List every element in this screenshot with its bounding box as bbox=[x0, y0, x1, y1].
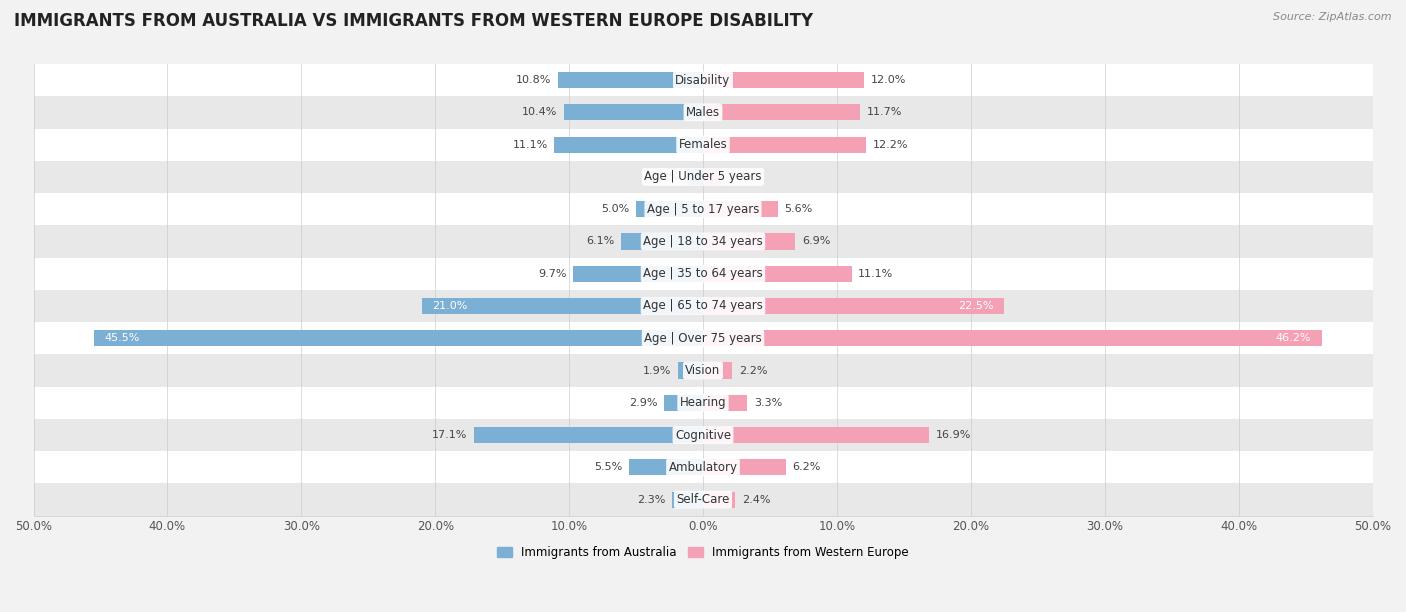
Text: Hearing: Hearing bbox=[679, 397, 727, 409]
Text: Cognitive: Cognitive bbox=[675, 428, 731, 442]
Bar bbox=[703, 266, 852, 282]
Bar bbox=[703, 136, 866, 153]
Text: Ambulatory: Ambulatory bbox=[668, 461, 738, 474]
Text: 12.2%: 12.2% bbox=[873, 140, 908, 150]
Bar bbox=[703, 233, 796, 250]
Legend: Immigrants from Australia, Immigrants from Western Europe: Immigrants from Australia, Immigrants fr… bbox=[492, 542, 914, 564]
Text: Vision: Vision bbox=[685, 364, 721, 377]
Bar bbox=[554, 136, 703, 153]
Bar bbox=[34, 419, 1372, 451]
Text: 6.9%: 6.9% bbox=[801, 236, 831, 247]
Text: 1.2%: 1.2% bbox=[652, 172, 681, 182]
Bar bbox=[474, 427, 703, 443]
Bar bbox=[34, 225, 1372, 258]
Text: 2.2%: 2.2% bbox=[740, 365, 768, 376]
Bar bbox=[703, 169, 721, 185]
Bar bbox=[621, 233, 703, 250]
Text: 16.9%: 16.9% bbox=[936, 430, 972, 440]
Bar bbox=[703, 330, 1322, 346]
Bar bbox=[34, 290, 1372, 322]
Text: 46.2%: 46.2% bbox=[1275, 334, 1310, 343]
Bar bbox=[94, 330, 703, 346]
Bar bbox=[672, 491, 703, 508]
Text: 11.7%: 11.7% bbox=[866, 107, 901, 118]
Text: 11.1%: 11.1% bbox=[858, 269, 894, 278]
Text: Age | Over 75 years: Age | Over 75 years bbox=[644, 332, 762, 345]
Text: Age | Under 5 years: Age | Under 5 years bbox=[644, 170, 762, 184]
Bar bbox=[34, 322, 1372, 354]
Bar bbox=[564, 104, 703, 121]
Text: Age | 35 to 64 years: Age | 35 to 64 years bbox=[643, 267, 763, 280]
Bar bbox=[703, 362, 733, 379]
Text: 9.7%: 9.7% bbox=[538, 269, 567, 278]
Bar bbox=[34, 161, 1372, 193]
Bar bbox=[34, 96, 1372, 129]
Bar bbox=[703, 427, 929, 443]
Bar bbox=[703, 298, 1004, 314]
Text: Age | 5 to 17 years: Age | 5 to 17 years bbox=[647, 203, 759, 215]
Text: 12.0%: 12.0% bbox=[870, 75, 905, 85]
Bar bbox=[664, 395, 703, 411]
Text: 5.5%: 5.5% bbox=[595, 462, 623, 472]
Text: 22.5%: 22.5% bbox=[957, 301, 994, 311]
Text: Disability: Disability bbox=[675, 73, 731, 86]
Text: 2.4%: 2.4% bbox=[742, 494, 770, 505]
Text: 5.0%: 5.0% bbox=[602, 204, 630, 214]
Bar bbox=[703, 491, 735, 508]
Text: 2.9%: 2.9% bbox=[628, 398, 658, 408]
Bar bbox=[34, 451, 1372, 483]
Bar bbox=[678, 362, 703, 379]
Text: 10.4%: 10.4% bbox=[522, 107, 557, 118]
Text: Males: Males bbox=[686, 106, 720, 119]
Bar bbox=[703, 104, 859, 121]
Bar bbox=[703, 395, 747, 411]
Text: 5.6%: 5.6% bbox=[785, 204, 813, 214]
Text: 2.3%: 2.3% bbox=[637, 494, 665, 505]
Bar bbox=[574, 266, 703, 282]
Text: 17.1%: 17.1% bbox=[432, 430, 467, 440]
Bar bbox=[703, 459, 786, 476]
Text: Source: ZipAtlas.com: Source: ZipAtlas.com bbox=[1274, 12, 1392, 22]
Bar bbox=[34, 387, 1372, 419]
Bar bbox=[34, 483, 1372, 516]
Text: 1.4%: 1.4% bbox=[728, 172, 756, 182]
Bar bbox=[34, 258, 1372, 290]
Bar bbox=[703, 72, 863, 88]
Bar bbox=[34, 129, 1372, 161]
Bar bbox=[630, 459, 703, 476]
Bar bbox=[34, 193, 1372, 225]
Bar bbox=[558, 72, 703, 88]
Bar bbox=[34, 64, 1372, 96]
Text: 45.5%: 45.5% bbox=[104, 334, 139, 343]
Text: 1.9%: 1.9% bbox=[643, 365, 671, 376]
Text: 11.1%: 11.1% bbox=[512, 140, 548, 150]
Text: 21.0%: 21.0% bbox=[433, 301, 468, 311]
Text: Age | 18 to 34 years: Age | 18 to 34 years bbox=[643, 235, 763, 248]
Bar bbox=[688, 169, 703, 185]
Text: Self-Care: Self-Care bbox=[676, 493, 730, 506]
Text: 6.2%: 6.2% bbox=[793, 462, 821, 472]
Text: IMMIGRANTS FROM AUSTRALIA VS IMMIGRANTS FROM WESTERN EUROPE DISABILITY: IMMIGRANTS FROM AUSTRALIA VS IMMIGRANTS … bbox=[14, 12, 813, 30]
Text: 10.8%: 10.8% bbox=[516, 75, 551, 85]
Bar bbox=[422, 298, 703, 314]
Bar bbox=[34, 354, 1372, 387]
Bar bbox=[636, 201, 703, 217]
Text: 6.1%: 6.1% bbox=[586, 236, 614, 247]
Text: Females: Females bbox=[679, 138, 727, 151]
Text: Age | 65 to 74 years: Age | 65 to 74 years bbox=[643, 299, 763, 313]
Text: 3.3%: 3.3% bbox=[754, 398, 782, 408]
Bar bbox=[703, 201, 778, 217]
